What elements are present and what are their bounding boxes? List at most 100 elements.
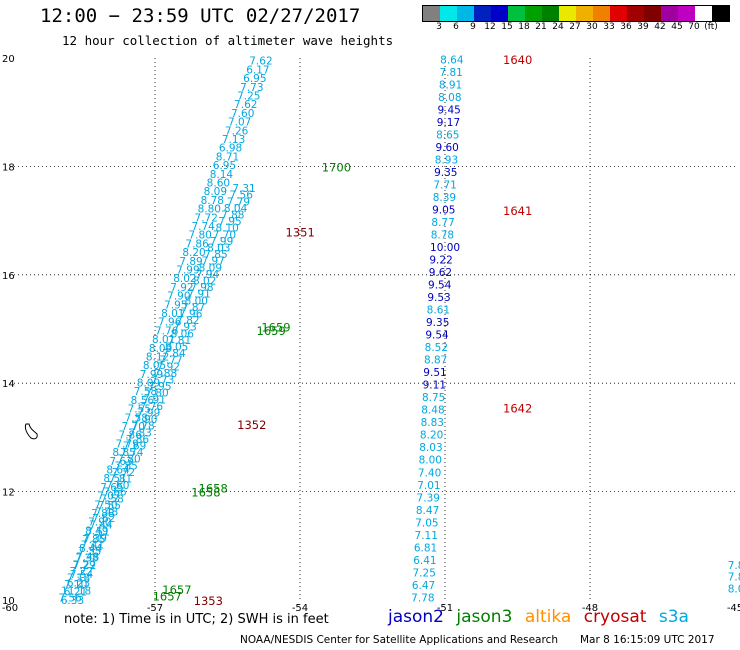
track-a-value: 7.58: [125, 412, 148, 424]
track-a-value: 7.50: [94, 499, 117, 511]
legend-label: 3: [436, 22, 442, 32]
track-b-value: 7.22: [70, 566, 93, 578]
track-a-value: 7.54: [70, 569, 94, 581]
track-b-value: 7.82: [176, 315, 199, 327]
legend-swatch: [610, 6, 627, 21]
track-b-value: 7.99: [210, 236, 233, 248]
track-a-value: 7.99: [176, 264, 199, 276]
legend-label: (ft): [704, 22, 718, 32]
track-b-value: 8.03: [207, 242, 230, 254]
track-a-value: 7.07: [228, 117, 251, 129]
track-a-value: 8.78: [201, 195, 224, 207]
track-a-value: 7.80: [188, 230, 211, 242]
track-a-value: 6.23: [67, 578, 90, 590]
track-a-value: 7.48: [76, 552, 99, 564]
lat-tick-label: 16: [2, 271, 15, 282]
track-d-value: 6.41: [413, 555, 436, 567]
track-b-value: 7.55: [98, 500, 121, 512]
lon-tick-label: -48: [582, 603, 598, 614]
track-d-value: 8.39: [433, 192, 456, 204]
track-d-value: 9.45: [437, 105, 460, 117]
wave-height-color-legend: [422, 5, 730, 22]
track-b-value: 8.05: [165, 341, 188, 353]
track-d-value: 7.39: [417, 492, 440, 504]
track-a-value: 8.51: [103, 473, 126, 485]
footer-note: note: 1) Time is in UTC; 2) SWH is in fe…: [64, 612, 329, 627]
track-b-value: 7.48: [95, 506, 118, 518]
legend-swatch: [525, 6, 542, 21]
track-d-value: 8.64: [440, 55, 464, 67]
track-d-value: 8.87: [424, 355, 447, 367]
track-b-value: 7.90: [134, 414, 157, 426]
track-a-value: 8.05: [143, 360, 166, 372]
legend-swatch: [559, 6, 576, 21]
lat-tick-label: 20: [2, 54, 15, 65]
legend-swatch: [678, 6, 695, 21]
track-d-value: 8.00: [419, 455, 442, 467]
track-a-value: 8.64: [106, 465, 130, 477]
track-d-value: 8.91: [439, 80, 462, 92]
track-b-value: 8.02: [193, 275, 216, 287]
legend-label: 42: [654, 22, 666, 32]
legend-label: 18: [518, 22, 530, 32]
track-a-value: 8.09: [137, 378, 160, 390]
track-a-value: 6.17: [246, 64, 269, 76]
sat-key-cryosat: cryosat: [583, 607, 647, 627]
legend-swatch: [474, 6, 491, 21]
track-d-value: 7.01: [417, 480, 440, 492]
track-d-value: 9.11: [423, 380, 446, 392]
track-a-value: 8.02: [173, 273, 196, 285]
legend-label: 27: [569, 22, 581, 32]
track-a-value: 8.80: [198, 204, 221, 216]
track-d-value: 9.54: [428, 280, 452, 292]
track-d-value: 6.47: [412, 580, 435, 592]
track-b-value: 7.39: [84, 533, 107, 545]
track-b-value: 7.56: [58, 592, 82, 604]
legend-swatch: [627, 6, 644, 21]
track-d-value: 8.78: [431, 230, 454, 242]
track-d-value: 8.08: [438, 92, 461, 104]
track-a-value: 6.95: [213, 160, 236, 172]
track-d-value: 9.62: [429, 267, 452, 279]
legend-label: 9: [470, 22, 476, 32]
track-b-value: 7.80: [145, 388, 168, 400]
track-b-value: 7.74: [120, 447, 144, 459]
track-d-value: 8.48: [421, 405, 444, 417]
track-b-value: 7.87: [182, 302, 205, 314]
track-b-value: 7.70: [213, 229, 236, 241]
track-b-value: 7.91: [187, 289, 210, 301]
track-d-value: 8.20: [420, 430, 443, 442]
track-b-value: 7.96: [179, 308, 203, 320]
track-b-value: 7.66: [103, 487, 127, 499]
track-b-value: 7.18: [67, 572, 90, 584]
track-a-value: 7.86: [119, 430, 143, 442]
legend-label: 12: [484, 22, 496, 32]
track-a-value: 7.95: [164, 299, 187, 311]
track-a-value: 7.26: [225, 125, 249, 137]
track-time-label: 1659: [261, 320, 290, 334]
track-b-value: 7.84: [162, 348, 186, 360]
track-d-value: 8.75: [422, 392, 445, 404]
track-d-value: 8.77: [431, 217, 454, 229]
track-a-value: 7.58: [134, 386, 157, 398]
map-subtitle: 12 hour collection of altimeter wave hei…: [62, 33, 394, 48]
track-b-value: 7.88: [154, 368, 177, 380]
track-d-value: 8.47: [416, 505, 439, 517]
track-a-value: 7.73: [240, 82, 263, 94]
track-a-value: 6.95: [243, 73, 266, 85]
track-e-value: 7.8: [728, 572, 740, 584]
track-d-value: 7.81: [439, 67, 462, 79]
track-d-value: 9.05: [432, 205, 455, 217]
track-b-value: 7.92: [157, 361, 180, 373]
track-time-label: 1353: [194, 594, 223, 608]
track-b-value: 7.85: [114, 460, 137, 472]
track-d-value: 7.25: [413, 567, 436, 579]
track-a-value: 8.12: [146, 351, 169, 363]
track-b-value: 7.35: [78, 546, 101, 558]
sat-key-altika: altika: [524, 607, 572, 627]
track-a-value: 7.99: [140, 369, 163, 381]
track-time-label: 1641: [503, 204, 532, 218]
track-a-value: 7.88: [91, 508, 114, 520]
track-b-value: 7.83: [128, 427, 151, 439]
